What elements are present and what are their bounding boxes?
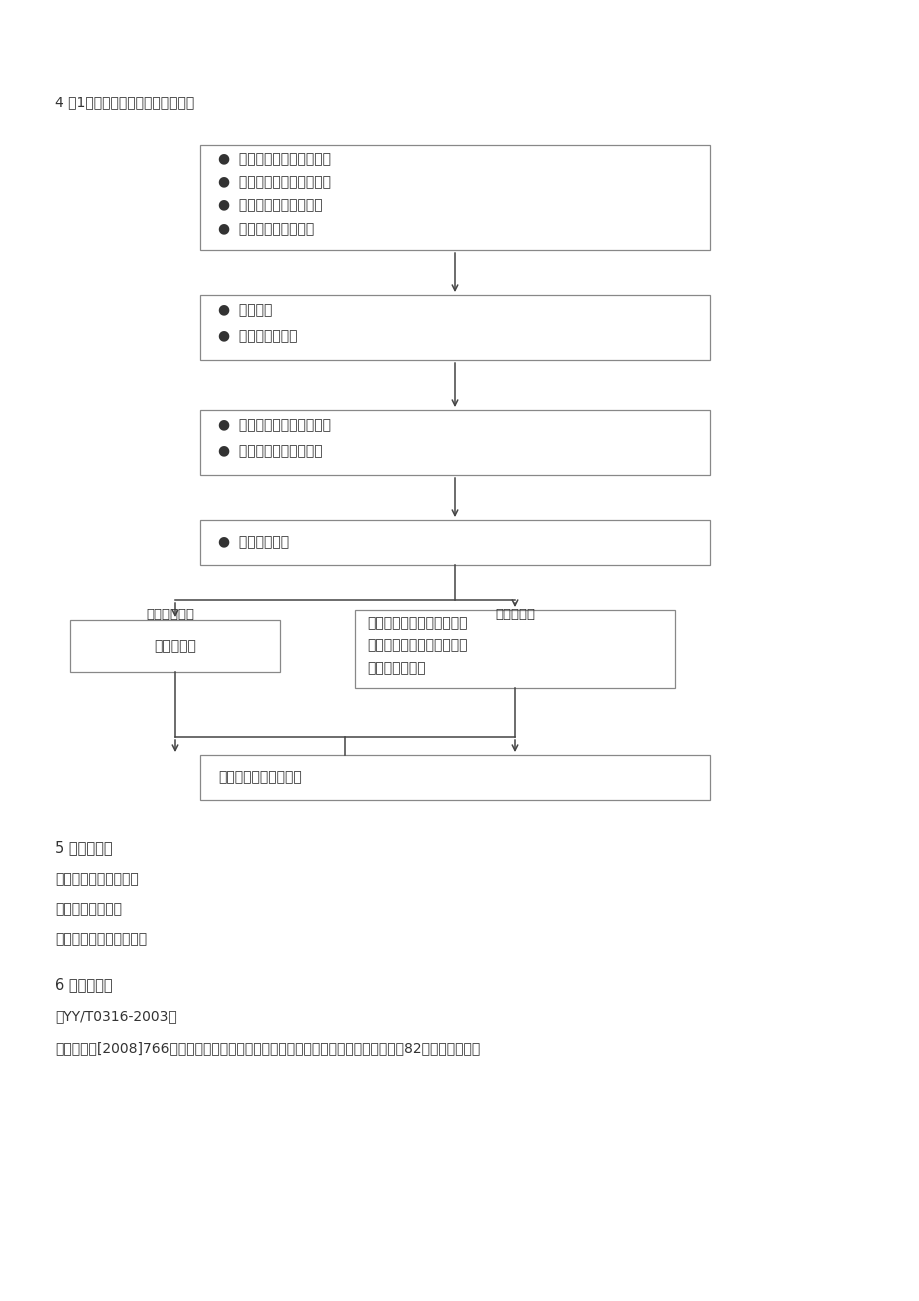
Bar — [199, 144, 709, 250]
Text: 召回安排实施状况报告: 召回安排实施状况报告 — [218, 770, 301, 785]
Text: 警示、检查、修理、重新标: 警示、检查、修理、重新标 — [367, 617, 467, 631]
Text: 《风险管理限制程序》: 《风险管理限制程序》 — [55, 872, 139, 886]
Text: ●  产品运用平安信息收集；: ● 产品运用平安信息收集； — [218, 152, 331, 167]
Bar — [199, 520, 709, 565]
Text: ●  召回安排: ● 召回安排 — [218, 303, 272, 317]
Text: 缺陷不行改进: 缺陷不行改进 — [146, 608, 194, 621]
Text: 缺陷可改进: 缺陷可改进 — [494, 608, 535, 621]
Bar — [199, 410, 709, 475]
Text: 5 ．相关文件: 5 ．相关文件 — [55, 840, 112, 855]
Text: ●  召回产品处理措施制定: ● 召回产品处理措施制定 — [218, 445, 323, 458]
Bar — [70, 621, 279, 673]
Text: 《YY/T0316-2003》: 《YY/T0316-2003》 — [55, 1010, 176, 1023]
Text: ●  召回产品风险分析、评估: ● 召回产品风险分析、评估 — [218, 419, 331, 433]
Text: ●  召回事务报告（表）: ● 召回事务报告（表） — [218, 222, 314, 235]
Text: ●  产品缺陷调查、评估。: ● 产品缺陷调查、评估。 — [218, 199, 323, 212]
Text: 签、修改并完善说明书、软: 签、修改并完善说明书、软 — [367, 639, 467, 653]
Bar — [199, 295, 709, 360]
Text: 《忠告性通知限制程序》: 《忠告性通知限制程序》 — [55, 932, 147, 946]
Text: ●  召回通知与实施: ● 召回通知与实施 — [218, 329, 297, 343]
Text: ●  产品技术平安信息收集；: ● 产品技术平安信息收集； — [218, 176, 331, 190]
Text: 件升级、替换等: 件升级、替换等 — [367, 661, 425, 675]
Text: 《服务限制程序》: 《服务限制程序》 — [55, 902, 122, 916]
Text: ●  召回产品处理: ● 召回产品处理 — [218, 536, 289, 549]
Text: 国食药监械[2008]766号《医疗器械不良事务监测和再评价管理方法（试行）》卫生部82号令《医疗器械: 国食药监械[2008]766号《医疗器械不良事务监测和再评价管理方法（试行）》卫… — [55, 1041, 480, 1055]
Bar — [199, 755, 709, 800]
Text: 回收、销毁: 回收、销毁 — [153, 639, 196, 653]
Text: 6 ．引用文件: 6 ．引用文件 — [55, 977, 112, 991]
Text: 4 ．1产品召回管理工作程序示意图: 4 ．1产品召回管理工作程序示意图 — [55, 95, 194, 109]
Bar — [355, 610, 675, 688]
